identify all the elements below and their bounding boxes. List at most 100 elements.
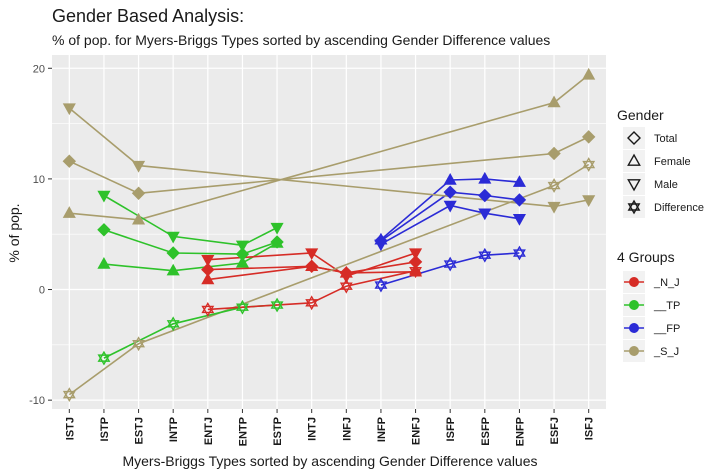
x-tick-label-esfj: ESFJ <box>549 417 561 445</box>
point-male-enfj <box>409 248 423 261</box>
x-axis-label: Myers-Briggs Types sorted by ascending G… <box>122 453 537 469</box>
point-total-esfp <box>478 188 492 203</box>
point-male-intj <box>305 248 319 261</box>
data-points <box>62 67 596 403</box>
point-total-estj <box>131 186 146 200</box>
x-tick-label-entj: ENTJ <box>203 417 215 445</box>
y-tick-label: 0 <box>39 285 45 297</box>
x-tick-label-enfj: ENFJ <box>411 417 423 445</box>
series-line-total-tp <box>103 229 278 255</box>
point-female-estp <box>270 236 284 248</box>
x-tick-label-isfj: ISFJ <box>584 417 596 440</box>
x-tick-label-isfp: ISFP <box>445 417 457 441</box>
x-tick-label-enfp: ENFP <box>514 417 526 446</box>
legend-female-icon <box>627 153 641 166</box>
series-line-male-nj <box>207 252 416 278</box>
x-tick-label-estj: ESTJ <box>134 417 146 445</box>
point-male-entj <box>201 254 215 267</box>
point-total-intp <box>166 246 180 260</box>
point-total-isfj <box>581 130 596 144</box>
legend-dot-fp <box>629 323 639 333</box>
point-female-istp <box>97 257 111 269</box>
legend-male-icon <box>627 179 641 192</box>
legend-groups-title: 4 Groups <box>617 249 675 265</box>
legend-key-bg <box>623 196 645 218</box>
point-female-isfj <box>582 67 596 80</box>
point-male-isfp <box>443 200 457 213</box>
point-difference-enfj <box>409 263 422 279</box>
point-female-entj <box>201 272 215 285</box>
series-line-female-fp <box>380 178 520 241</box>
point-male-istp <box>97 190 111 203</box>
point-male-estj <box>132 160 146 173</box>
legend-label-male: Male <box>654 179 678 191</box>
series-line-male-sj <box>68 107 589 208</box>
y-tick-label: -10 <box>29 395 45 407</box>
point-difference-isfj <box>582 157 596 172</box>
legend-label-tp: __TP <box>653 300 680 312</box>
point-male-istj <box>62 103 76 116</box>
legend: Gender 4 Groups Total Female Male Differenc… <box>617 107 704 362</box>
legend-label-fp: __FP <box>653 323 680 335</box>
point-female-intp <box>166 263 180 276</box>
point-difference-intj <box>305 295 319 311</box>
legend-label-sj: _S_J <box>653 346 679 358</box>
point-difference-infj <box>339 278 353 294</box>
point-difference-intp <box>166 316 180 332</box>
legend-label-female: Female <box>654 156 691 168</box>
point-difference-entj <box>201 302 215 317</box>
legend-dot-nj <box>629 277 639 287</box>
legend-key-bg <box>623 127 645 149</box>
series-line-difference-sj <box>68 163 590 396</box>
point-difference-istp <box>97 350 111 366</box>
point-female-esfj <box>547 95 561 108</box>
y-tick-label: 10 <box>33 174 45 186</box>
point-female-estj <box>132 212 146 225</box>
point-male-infp <box>374 239 388 252</box>
legend-label-total: Total <box>654 133 677 145</box>
x-tick-label-istj: ISTJ <box>64 417 76 440</box>
series-line-female-nj <box>207 265 416 281</box>
point-male-infj <box>339 271 353 284</box>
point-difference-istj <box>62 387 76 403</box>
legend-dot-sj <box>629 346 639 356</box>
point-difference-esfj <box>547 178 561 193</box>
point-male-esfj <box>547 201 561 214</box>
x-tick-label-infp: INFP <box>376 417 388 442</box>
chart-title: Gender Based Analysis: <box>52 6 244 26</box>
legend-gender-title: Gender <box>617 107 664 123</box>
point-total-istj <box>62 154 77 168</box>
point-difference-esfp <box>478 247 492 263</box>
series-line-female-sj <box>69 74 590 221</box>
legend-dot-tp <box>629 300 639 310</box>
point-total-isfp <box>443 185 457 199</box>
point-difference-estj <box>132 336 145 352</box>
point-male-intp <box>166 231 180 244</box>
point-female-esfp <box>478 171 492 184</box>
y-tick-label: 20 <box>33 63 45 75</box>
point-total-esfj <box>547 146 561 161</box>
legend-key-bg <box>623 150 645 172</box>
x-tick-label-esfp: ESFP <box>480 417 492 446</box>
legend-label-difference: Difference <box>654 202 704 214</box>
x-tick-label-entp: ENTP <box>237 417 249 446</box>
point-difference-estp <box>270 297 284 313</box>
point-female-enfp <box>512 175 526 187</box>
point-total-enfp <box>512 193 527 207</box>
x-tick-label-intj: INTJ <box>307 417 319 441</box>
x-tick-label-intp: INTP <box>168 417 180 442</box>
x-tick-label-infj: INFJ <box>341 417 353 441</box>
x-tick-label-istp: ISTP <box>99 417 111 441</box>
point-female-entp <box>235 255 249 268</box>
x-tick-label-estp: ESTP <box>272 417 284 446</box>
point-difference-enfp <box>513 245 526 261</box>
series-line-total-sj <box>68 136 590 195</box>
point-female-istj <box>62 206 76 218</box>
series-line-male-fp <box>380 204 520 245</box>
chart-subtitle: % of pop. for Myers-Briggs Types sorted … <box>52 32 550 48</box>
axes: -10 0 10 20 ISTJ ISTP ESTJ INTP ENTJ ENTP ESTP INTJ… <box>29 63 596 446</box>
point-female-intj <box>305 259 319 271</box>
plot-panel <box>52 55 606 409</box>
y-axis-label: % of pop. <box>6 203 22 262</box>
